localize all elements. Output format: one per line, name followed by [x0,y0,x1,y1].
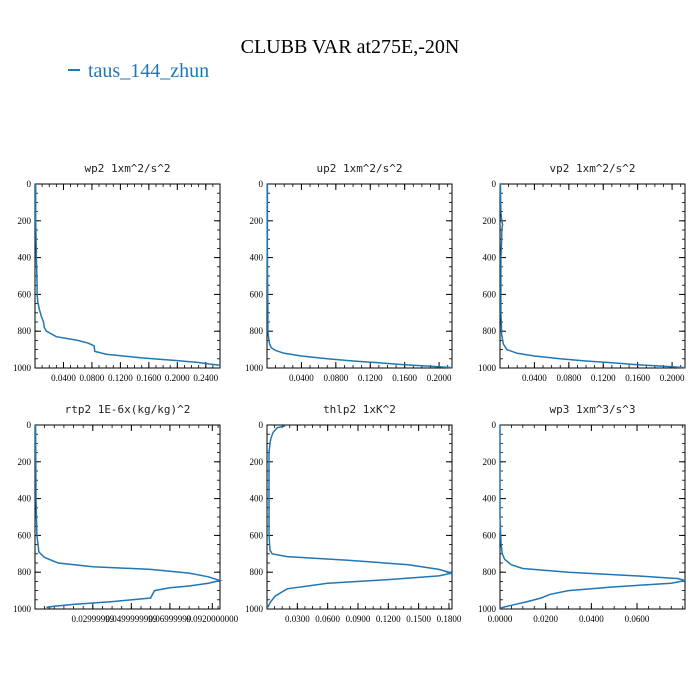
panel-title: wp3 1xm^3/s^3 [549,403,635,416]
series-line [34,184,221,366]
y-tick-label: 800 [483,326,497,336]
panel-4: thlp2 1xK^2 0 200 400 600 800 1000 0.0300 0.0600… [245,403,462,624]
x-tick-label: 0.0400 [51,373,76,383]
x-tick-label: 0.06999999 [149,614,192,624]
x-tick-label: 0.1500 [406,614,431,624]
y-tick-label: 400 [250,253,264,263]
x-tick-label: 0.2000 [165,373,190,383]
x-tick-label: 0.1200 [108,373,133,383]
y-tick-label: 600 [18,530,32,540]
x-tick-label: 0.0400 [522,373,547,383]
y-tick-label: 200 [483,216,497,226]
series-line [266,184,453,369]
y-tick-label: 200 [250,216,264,226]
x-tick-label: 0.0200 [533,614,558,624]
x-tick-label: 0.0499999999 [105,614,157,624]
y-tick-label: 200 [18,457,32,467]
x-tick-label: 0.02999999 [71,614,114,624]
y-tick-label: 400 [18,253,32,263]
panel-0: wp2 1xm^2/s^2 0 200 400 600 800 1000 0.0400 0.08… [13,162,221,383]
y-tick-label: 600 [483,530,497,540]
y-tick-label: 1000 [245,604,264,614]
x-tick-label: 0.2000 [427,373,452,383]
plot-frame [499,183,686,369]
panel-title: thlp2 1xK^2 [323,403,396,416]
x-tick-label: 0.1200 [376,614,401,624]
x-tick-label: 0.1200 [591,373,616,383]
y-tick-label: 600 [18,289,32,299]
y-tick-label: 400 [483,494,497,504]
figure-title: CLUBB VAR at275E,-20N [240,36,460,58]
series-line [34,424,223,609]
legend-label: taus_144_zhun [88,60,210,82]
panel-title: rtp2 1E-6x(kg/kg)^2 [65,403,191,416]
y-tick-label: 800 [18,326,32,336]
x-tick-label: 0.2400 [193,373,218,383]
y-tick-label: 600 [483,289,497,299]
plot-frame [34,183,221,369]
y-tick-label: 1000 [13,363,32,373]
x-tick-label: 0.0400 [289,373,314,383]
x-tick-label: 0.0900 [346,614,371,624]
y-tick-label: 1000 [245,363,264,373]
plot-frame [34,424,221,610]
x-tick-label: 0.1600 [392,373,417,383]
y-tick-label: 200 [250,457,264,467]
series-line [499,425,686,610]
x-tick-label: 0.1200 [358,373,383,383]
y-tick-label: 800 [18,567,32,577]
series-line [267,425,453,608]
x-tick-label: 0.0800 [80,373,105,383]
y-tick-label: 600 [250,289,264,299]
y-tick-label: 600 [250,530,264,540]
x-tick-label: 0.0800 [556,373,581,383]
x-tick-label: 0.2000 [660,373,685,383]
y-tick-label: 800 [483,567,497,577]
panel-title: vp2 1xm^2/s^2 [549,162,635,175]
y-tick-label: 400 [250,494,264,504]
series-line [499,183,686,369]
y-tick-label: 400 [18,494,32,504]
y-tick-label: 400 [483,253,497,263]
y-tick-label: 0 [27,420,32,430]
plot-frame [266,183,453,369]
x-tick-label: 0.0600 [625,614,650,624]
y-tick-label: 800 [250,567,264,577]
y-tick-label: 1000 [478,363,497,373]
x-tick-label: 0.1800 [437,614,462,624]
x-tick-label: 0.0920000000 [186,614,238,624]
panel-1: up2 1xm^2/s^2 0 200 400 600 800 1000 0.0400 0.08… [245,162,453,383]
x-tick-label: 0.1600 [625,373,650,383]
y-tick-label: 0 [492,179,497,189]
x-tick-label: 0.0000 [488,614,513,624]
plot-frame [499,424,686,610]
x-tick-label: 0.0400 [579,614,604,624]
y-tick-label: 800 [250,326,264,336]
x-tick-label: 0.1600 [136,373,161,383]
panel-title: wp2 1xm^2/s^2 [84,162,170,175]
y-tick-label: 200 [483,457,497,467]
y-tick-label: 200 [18,216,32,226]
y-tick-label: 0 [27,179,32,189]
panel-3: rtp2 1E-6x(kg/kg)^2 0 200 400 600 800 1000 0.02… [13,403,239,624]
y-tick-label: 0 [492,420,497,430]
y-tick-label: 0 [259,179,264,189]
x-tick-label: 0.0600 [315,614,340,624]
x-tick-label: 0.0300 [285,614,310,624]
legend: taus_144_zhun [68,60,209,83]
x-tick-label: 0.0800 [323,373,348,383]
y-tick-label: 1000 [13,604,32,614]
y-tick-label: 1000 [478,604,497,614]
legend-line-swatch [68,69,80,72]
panel-2: vp2 1xm^2/s^2 0 200 400 600 800 1000 0.0400 0.08… [478,162,686,383]
y-tick-label: 0 [259,420,264,430]
panel-title: up2 1xm^2/s^2 [316,162,402,175]
